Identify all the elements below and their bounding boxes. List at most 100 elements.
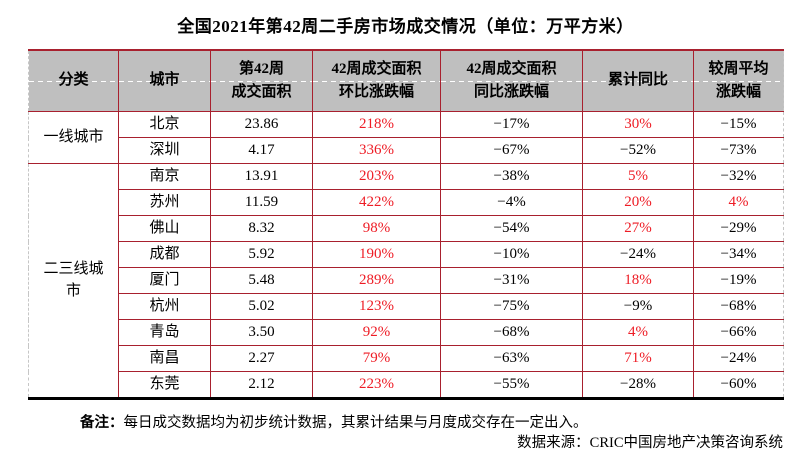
- yoy-change-cell: −68%: [440, 319, 583, 346]
- vs-weekly-avg-cell: −66%: [693, 319, 784, 346]
- area-cell: 4.17: [210, 137, 313, 164]
- yoy-change-cell: −63%: [440, 345, 583, 372]
- wow-change-cell: 203%: [312, 163, 441, 190]
- header-cell-wow-change: 42周成交面积 环比涨跌幅: [312, 49, 441, 112]
- market-table-wrap: 分类 城市 第42周 成交面积 42周成交面积 环比涨跌幅: [28, 49, 784, 400]
- page-title: 全国2021年第42周二手房市场成交情况（单位：万平方米）: [177, 17, 634, 36]
- header-line: 42周成交面积: [331, 60, 422, 77]
- cumulative-yoy-cell: 30%: [582, 111, 694, 138]
- header-cell-category: 分类: [28, 49, 119, 112]
- yoy-change-cell: −31%: [440, 267, 583, 294]
- table-row: 二三线城市 南京 13.91 203% −38% 5% −32%: [28, 163, 784, 400]
- table-row: 厦门 5.48 289% −31% 18% −19%: [29, 267, 784, 294]
- wow-change-cell: 98%: [312, 215, 441, 242]
- header-row: 分类 城市 第42周 成交面积 42周成交面积 环比涨跌幅: [28, 49, 784, 112]
- wow-change-cell: 79%: [312, 345, 441, 372]
- yoy-change-cell: −75%: [440, 293, 583, 320]
- vs-weekly-avg-cell: −73%: [693, 137, 784, 164]
- note-label: 备注：: [80, 415, 124, 431]
- city-cell: 南京: [118, 163, 211, 190]
- cumulative-yoy-cell: 18%: [582, 267, 694, 294]
- cumulative-yoy-cell: 71%: [582, 345, 694, 372]
- table-row: 青岛 3.50 92% −68% 4% −66%: [29, 319, 784, 346]
- city-cell: 佛山: [118, 215, 211, 242]
- header-line: 第42周: [238, 60, 284, 77]
- wow-change-cell: 223%: [312, 371, 441, 400]
- area-cell: 11.59: [210, 189, 313, 216]
- vs-weekly-avg-cell: −34%: [693, 241, 784, 268]
- cumulative-yoy-cell: 5%: [582, 163, 694, 190]
- header-line: 成交面积: [231, 84, 292, 100]
- yoy-change-cell: −17%: [440, 111, 583, 138]
- header-line: 同比涨跌幅: [473, 84, 549, 100]
- table-row: 深圳 4.17 336% −67% −52% −73%: [29, 137, 784, 164]
- header-line: 环比涨跌幅: [338, 84, 414, 100]
- table-row: 东莞 2.12 223% −55% −28% −60%: [29, 371, 784, 400]
- area-cell: 5.92: [210, 241, 313, 268]
- vs-weekly-avg-cell: −15%: [693, 111, 784, 138]
- area-cell: 23.86: [210, 111, 313, 138]
- area-cell: 2.27: [210, 345, 313, 372]
- vs-weekly-avg-cell: 4%: [693, 189, 784, 216]
- cumulative-yoy-cell: −28%: [582, 371, 694, 400]
- note-text: 每日成交数据均为初步统计数据，其累计结果与月度成交存在一定出入。: [123, 415, 588, 431]
- header-line: 累计同比: [607, 72, 668, 89]
- header-line: 涨跌幅: [715, 84, 761, 100]
- header-cell-cumulative-yoy: 累计同比: [582, 49, 694, 112]
- header-line: 较周平均: [708, 60, 769, 77]
- category-cell: 二三线城市: [28, 163, 119, 400]
- table-row: 一线城市 北京 23.86 218% −17% 30% −15%: [28, 111, 784, 164]
- city-cell: 青岛: [118, 319, 211, 346]
- city-cell: 东莞: [118, 371, 211, 400]
- category-cell: 一线城市: [28, 111, 119, 164]
- city-cell: 杭州: [118, 293, 211, 320]
- city-cell: 南昌: [118, 345, 211, 372]
- cumulative-yoy-cell: −52%: [582, 137, 694, 164]
- wow-change-cell: 123%: [312, 293, 441, 320]
- cumulative-yoy-cell: 27%: [582, 215, 694, 242]
- area-cell: 8.32: [210, 215, 313, 242]
- market-table: 分类 城市 第42周 成交面积 42周成交面积 环比涨跌幅: [28, 49, 784, 400]
- yoy-change-cell: −4%: [440, 189, 583, 216]
- city-cell: 苏州: [118, 189, 211, 216]
- table-row: 佛山 8.32 98% −54% 27% −29%: [29, 215, 784, 242]
- yoy-change-cell: −67%: [440, 137, 583, 164]
- wow-change-cell: 218%: [312, 111, 441, 138]
- yoy-change-cell: −38%: [440, 163, 583, 190]
- city-cell: 深圳: [118, 137, 211, 164]
- header-cell-week42-area: 第42周 成交面积: [210, 49, 313, 112]
- wow-change-cell: 92%: [312, 319, 441, 346]
- cumulative-yoy-cell: −9%: [582, 293, 694, 320]
- vs-weekly-avg-cell: −32%: [693, 163, 784, 190]
- yoy-change-cell: −54%: [440, 215, 583, 242]
- vs-weekly-avg-cell: −68%: [693, 293, 784, 320]
- table-row: 杭州 5.02 123% −75% −9% −68%: [29, 293, 784, 320]
- table-row: 南昌 2.27 79% −63% 71% −24%: [29, 345, 784, 372]
- area-cell: 5.48: [210, 267, 313, 294]
- cumulative-yoy-cell: 20%: [582, 189, 694, 216]
- area-cell: 13.91: [210, 163, 313, 190]
- city-cell: 北京: [118, 111, 211, 138]
- header-line: 城市: [149, 72, 180, 89]
- note: 备注：每日成交数据均为初步统计数据，其累计结果与月度成交存在一定出入。: [80, 411, 588, 432]
- area-cell: 3.50: [210, 319, 313, 346]
- vs-weekly-avg-cell: −29%: [693, 215, 784, 242]
- table-body: 一线城市 北京 23.86 218% −17% 30% −15% 深圳 4.17 336% −67%…: [28, 111, 784, 400]
- table-row: 苏州 11.59 422% −4% 20% 4%: [29, 189, 784, 216]
- wow-change-cell: 422%: [312, 189, 441, 216]
- category-label: 一线城市: [43, 128, 104, 145]
- vs-weekly-avg-cell: −60%: [693, 371, 784, 400]
- table-row: 成都 5.92 190% −10% −24% −34%: [29, 241, 784, 268]
- data-source: 数据来源：CRIC中国房地产决策咨询系统: [517, 435, 783, 451]
- header-cell-city: 城市: [118, 49, 211, 112]
- header-line: 分类: [58, 72, 89, 89]
- yoy-change-cell: −55%: [440, 371, 583, 400]
- vs-weekly-avg-cell: −19%: [693, 267, 784, 294]
- cumulative-yoy-cell: −24%: [582, 241, 694, 268]
- wow-change-cell: 289%: [312, 267, 441, 294]
- city-cell: 厦门: [118, 267, 211, 294]
- yoy-change-cell: −10%: [440, 241, 583, 268]
- area-cell: 2.12: [210, 371, 313, 400]
- city-cell: 成都: [118, 241, 211, 268]
- category-label: 二三线城市: [43, 260, 104, 299]
